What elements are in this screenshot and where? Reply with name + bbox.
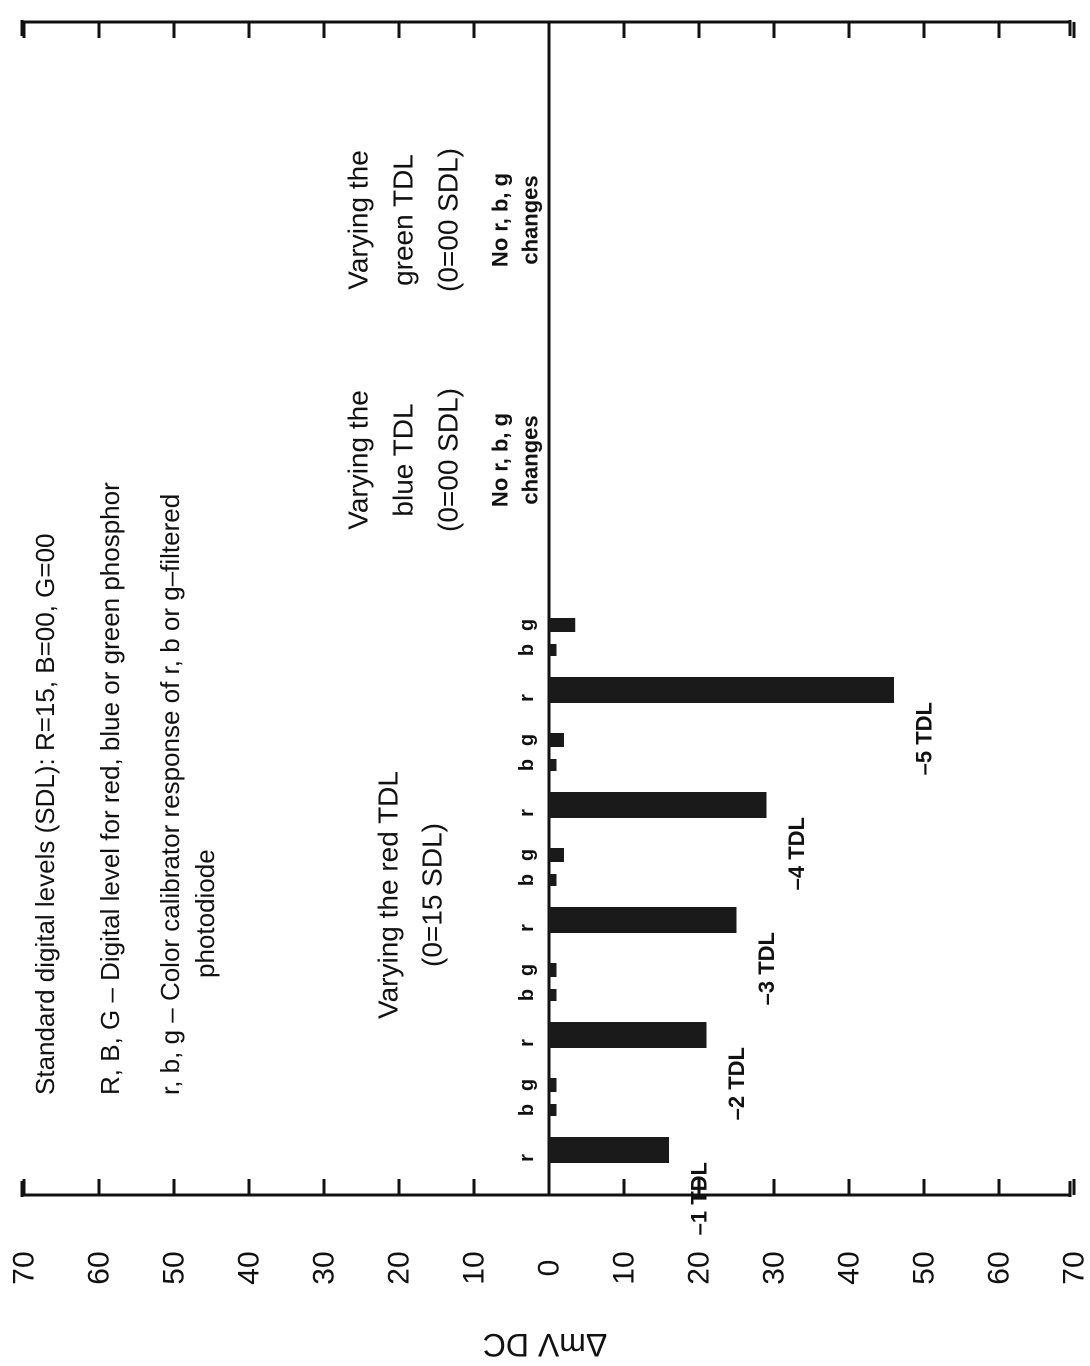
tick-label: 70 (1058, 1251, 1090, 1284)
series-label-b: b (516, 1104, 538, 1116)
series-label-r: r (516, 1039, 538, 1047)
tick-label: 10 (458, 1251, 491, 1284)
legend-line: r, b, g – Color calibrator response of r… (155, 494, 185, 1095)
series-label-g: g (516, 964, 538, 976)
cluster-label: –5 TDL (912, 702, 937, 775)
bar-b (549, 874, 557, 886)
tick-label: 60 (983, 1251, 1016, 1284)
series-label-r: r (516, 694, 538, 702)
tick-label: 30 (758, 1251, 791, 1284)
value-tick-labels: 70 60 50 40 30 20 10 0 10 20 30 40 50 60 70 (8, 1251, 1090, 1284)
bar-r (549, 907, 737, 933)
tick-label: 30 (308, 1251, 341, 1284)
tick-label: 40 (833, 1251, 866, 1284)
series-label-r: r (516, 924, 538, 932)
series-label-b: b (516, 644, 538, 656)
bar-g (549, 848, 564, 862)
series-label-g: g (516, 1079, 538, 1091)
blue-group-note: No r, b, g (488, 413, 513, 507)
tick-label: 50 (908, 1251, 941, 1284)
green-group-title: green TDL (388, 154, 419, 286)
tick-label: 20 (383, 1251, 416, 1284)
blue-group-note: changes (518, 415, 543, 504)
series-label-r: r (516, 809, 538, 817)
bar-r (549, 677, 894, 703)
legend-line: Standard digital levels (SDL): R=15, B=0… (30, 534, 60, 1096)
bar-g (549, 1078, 557, 1092)
bar-r (549, 1022, 707, 1048)
cluster-label: –3 TDL (754, 932, 779, 1005)
cluster-label: –2 TDL (724, 1047, 749, 1120)
tick-label: 10 (608, 1251, 641, 1284)
series-label-r: r (516, 1154, 538, 1162)
red-group-title: Varying the red TDL (373, 771, 404, 1019)
red-group-title: (0=15 SDL) (417, 823, 448, 967)
tick-label: 50 (158, 1251, 191, 1284)
cluster-label: –1 TDL (687, 1162, 712, 1235)
series-label-g: g (516, 619, 538, 631)
bar-b (549, 759, 557, 771)
bar-b (549, 1104, 557, 1116)
tick-label: 0 (533, 1260, 566, 1277)
bar-r (549, 1137, 669, 1163)
tick-label: 70 (8, 1251, 41, 1284)
bar-r (549, 792, 767, 818)
blue-group-title: blue TDL (388, 403, 419, 516)
green-group-title: (0=00 SDL) (433, 148, 464, 292)
series-label-g: g (516, 734, 538, 746)
tick-label: 60 (83, 1251, 116, 1284)
value-axis-title: ΔmV DC (483, 1327, 607, 1363)
legend-line: R, B, G – Digital level for red, blue or… (95, 482, 125, 1095)
green-group-title: Varying the (343, 150, 374, 290)
cluster-label: –4 TDL (784, 817, 809, 890)
bar-b (549, 989, 557, 1001)
series-label-g: g (516, 849, 538, 861)
green-group-note: changes (518, 175, 543, 264)
tick-label: 40 (233, 1251, 266, 1284)
bar-b (549, 644, 557, 656)
green-group-note: No r, b, g (488, 173, 513, 267)
bar-g (549, 963, 557, 977)
series-label-b: b (516, 874, 538, 886)
series-label-b: b (516, 989, 538, 1001)
legend-line: photodiode (190, 849, 220, 978)
bar-g (549, 618, 576, 632)
blue-group-title: Varying the (343, 390, 374, 530)
bar-g (549, 733, 564, 747)
blue-group-title: (0=00 SDL) (433, 388, 464, 532)
tick-label: 20 (683, 1251, 716, 1284)
series-label-b: b (516, 759, 538, 771)
